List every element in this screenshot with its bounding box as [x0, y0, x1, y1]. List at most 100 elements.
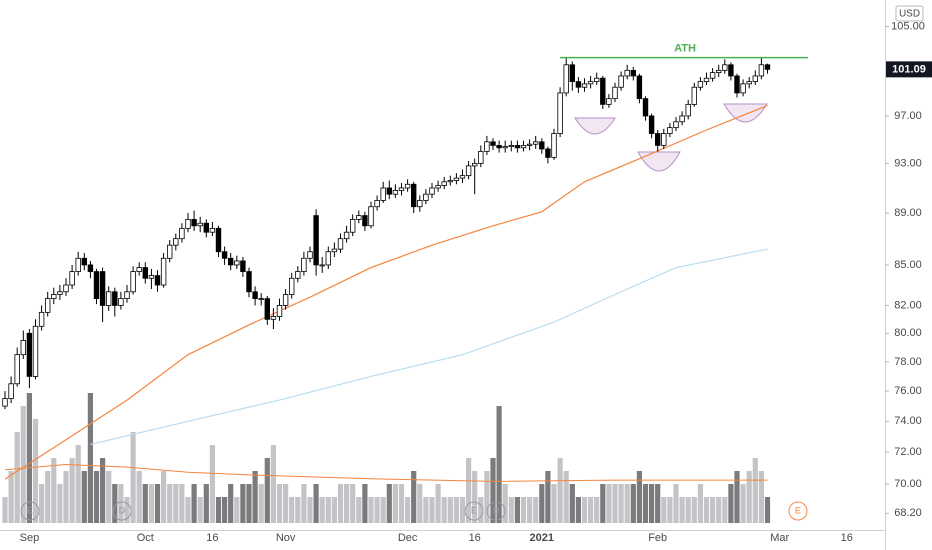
volume-bar — [14, 432, 20, 523]
y-tick-label: 74.00 — [894, 415, 922, 427]
candle-body — [392, 190, 399, 195]
candle-body — [703, 77, 710, 82]
candle-body — [124, 291, 130, 299]
volume-bar — [75, 445, 81, 523]
candle-body — [270, 316, 277, 320]
volume-bar — [563, 471, 569, 523]
volume-bar — [691, 497, 697, 523]
moving-average-line — [4, 104, 768, 480]
volume-bar — [472, 471, 478, 523]
volume-bar — [703, 497, 710, 523]
volume-bar — [69, 458, 75, 523]
event-marker — [464, 501, 484, 521]
volume-bar — [679, 497, 685, 523]
candle-body — [325, 251, 331, 266]
volume-bar — [331, 497, 337, 523]
candle-body — [227, 257, 234, 266]
volume-bar — [167, 484, 173, 523]
candle-body — [374, 200, 380, 208]
volume-bar — [313, 484, 319, 523]
candle-body — [69, 271, 75, 286]
candle-body — [8, 383, 14, 400]
x-tick-label: Mar — [770, 532, 789, 544]
candle-body — [453, 177, 460, 181]
volume-bar — [447, 497, 453, 523]
x-tick-label: Feb — [648, 532, 667, 544]
volume-bar — [8, 471, 14, 523]
moving-average-line — [90, 248, 768, 445]
volume-bar — [106, 471, 112, 523]
y-tick-label: 85.00 — [894, 259, 922, 271]
volume-bar — [319, 497, 325, 523]
candle-body — [276, 305, 283, 317]
volume-bar — [100, 458, 106, 523]
candle-body — [386, 187, 392, 195]
candle-body — [661, 133, 667, 146]
volume-bar — [301, 484, 307, 523]
candle-body — [258, 298, 264, 300]
volume-bar — [57, 484, 63, 523]
candle-body — [319, 264, 325, 267]
volume-bar — [405, 497, 411, 523]
y-tick-label: 76.00 — [894, 385, 922, 397]
candle-body — [185, 219, 191, 229]
y-tick-label: 78.00 — [894, 356, 922, 368]
volume-bar — [179, 484, 185, 523]
volume-bar — [649, 484, 655, 523]
volume-bar — [752, 458, 758, 523]
candle-body — [722, 64, 728, 71]
volume-bar — [185, 497, 191, 523]
y-tick-label: 68.20 — [894, 507, 922, 519]
x-tick-label: 16 — [841, 532, 853, 544]
currency-box — [895, 5, 924, 22]
candle-body — [343, 231, 350, 240]
candle-body — [630, 69, 636, 77]
volume-bar — [252, 471, 258, 523]
candle-body — [240, 260, 246, 272]
candle-body — [435, 185, 441, 189]
candle-body — [93, 271, 100, 299]
candle-body — [508, 145, 514, 147]
candle-body — [246, 271, 252, 293]
volume-bar — [545, 471, 551, 523]
volume-bar — [136, 471, 142, 523]
volume-bar — [557, 458, 563, 523]
volume-bar — [161, 471, 167, 523]
candle-body — [673, 121, 679, 129]
volume-bar — [215, 497, 222, 523]
candle-body — [295, 271, 301, 279]
volume-bar — [758, 471, 764, 523]
volume-bar — [283, 484, 289, 523]
volume-bar — [307, 497, 313, 523]
candle-body — [331, 248, 338, 253]
volume-bar — [234, 497, 240, 523]
candle-body — [191, 219, 197, 227]
volume-bar — [630, 484, 636, 523]
volume-bar — [612, 484, 618, 523]
volume-bar — [368, 497, 374, 523]
candle-body — [106, 291, 112, 306]
volume-bar — [575, 497, 581, 523]
volume-bar — [81, 471, 87, 523]
candle-body — [45, 298, 51, 313]
volume-bar — [740, 484, 746, 523]
volume-bar — [392, 484, 398, 523]
volume-bar — [429, 497, 435, 523]
candle-body — [758, 64, 765, 77]
volume-bar — [466, 458, 472, 523]
candle-body — [337, 238, 344, 250]
candle-body — [87, 264, 94, 272]
candle-body — [136, 267, 142, 272]
x-tick-label: 16 — [206, 532, 218, 544]
volume-bar — [417, 484, 423, 523]
volume-average-line — [4, 463, 768, 482]
candle-body — [600, 77, 606, 105]
candle-body — [539, 141, 545, 150]
candle-body — [740, 83, 746, 94]
volume-bar — [173, 484, 179, 523]
volume-bar — [746, 471, 752, 523]
volume-bar — [93, 471, 100, 523]
event-marker — [788, 501, 808, 521]
volume-bar — [606, 484, 612, 523]
